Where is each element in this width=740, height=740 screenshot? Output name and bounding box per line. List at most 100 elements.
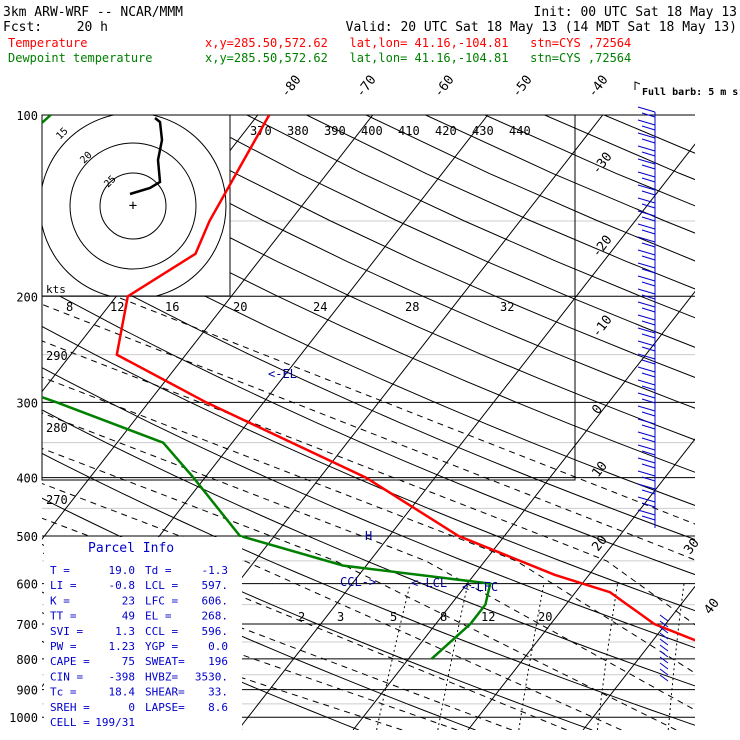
moist-adiabat [42, 612, 403, 730]
isotherm-line [237, 143, 695, 730]
wind-barb-icon [637, 444, 656, 451]
pressure-label: 800 [16, 653, 38, 667]
parcel-info-cell: SVI = [50, 625, 83, 638]
hodograph-box [41, 114, 231, 297]
wind-barb-icon [637, 457, 656, 464]
wind-barb-icon [641, 177, 656, 183]
temperature-profile [115, 115, 695, 642]
wind-barb-icon [641, 424, 656, 430]
wind-barb-icon [637, 197, 656, 204]
isotherm-line [698, 115, 740, 730]
wind-barb-icon [637, 301, 656, 308]
parcel-info-cell: CIN = [50, 670, 83, 683]
wind-barb-icon [641, 515, 656, 521]
temperature-label: Temperature [8, 36, 87, 50]
theta-side-label: 290 [46, 349, 68, 363]
pressure-label: 700 [16, 618, 38, 632]
wind-barb-icon [641, 489, 656, 495]
hodograph-origin-icon: + [129, 198, 137, 214]
barb-legend-text: Full barb: 5 m s⁻¹ [642, 87, 740, 98]
forecast-hour: 20 h [77, 20, 108, 35]
temperature-label: -40 [585, 73, 611, 101]
wind-barb-icon [637, 288, 656, 295]
wind-barb-icon [659, 668, 669, 676]
hodograph-ring-inner [99, 172, 167, 240]
parcel-info-cell: 23 [122, 594, 135, 607]
parcel-info-cell: YGP = [145, 640, 178, 653]
mixing-ratio-lines [376, 583, 685, 730]
parcel-info-cell: 0.0 [208, 640, 228, 653]
dry-adiabat [42, 367, 695, 649]
dry-adiabat [42, 246, 695, 541]
dry-adiabat [42, 285, 695, 576]
wind-barb-icon [659, 638, 669, 646]
parcel-info-cell: 8.6 [208, 701, 228, 714]
wind-barb-icon [659, 650, 669, 658]
parcel-info-title: Parcel Info [88, 541, 174, 556]
parcel-info-cell: CELL = [50, 716, 90, 729]
parcel-info-cell: 75 [122, 655, 135, 668]
mixing-ratio-upper-label: 28 [405, 300, 419, 314]
mixing-ratio-upper-label: 8 [66, 300, 73, 314]
parcel-info-cell: CCL = [145, 625, 178, 638]
theta-label: 400 [361, 124, 383, 138]
wind-barb-icon [637, 132, 656, 139]
isotherm-line [0, 115, 28, 730]
wind-barb-icon [637, 509, 656, 516]
dewpoint-label: Dewpoint temperature [8, 51, 153, 65]
wind-barb-icon [637, 470, 656, 477]
pressure-label: 400 [16, 472, 38, 486]
dry-adiabat [42, 325, 695, 612]
temperature-info: x,y=285.50,572.62 lat,lon= 41.16,-104.81… [205, 36, 631, 50]
parcel-info-cell: PW = [50, 640, 77, 653]
dewpoint-profile [42, 115, 492, 660]
hodograph-trace [129, 117, 164, 196]
parcel-info-cell: Td = [145, 564, 172, 577]
dry-adiabat [544, 115, 695, 181]
dry-adiabat [306, 115, 695, 290]
wind-barb-icon [637, 418, 656, 425]
dewpoint-info: x,y=285.50,572.62 lat,lon= 41.16,-104.81… [205, 51, 631, 65]
wind-barb-icon [641, 138, 656, 144]
parcel-info-cell: 596. [202, 625, 229, 638]
theta-side-label: 280 [46, 421, 68, 435]
moist-adiabat [42, 412, 695, 711]
dry-adiabat [484, 115, 695, 207]
parcel-info-cell: 268. [202, 610, 229, 623]
wind-barb-icon [641, 359, 656, 365]
parcel-info-cell: 606. [202, 594, 229, 607]
wind-barb-icon [641, 346, 656, 352]
model-title: 3km ARW-WRF -- NCAR/MMM [3, 5, 183, 20]
temperature-label: -80 [278, 73, 304, 101]
wind-barb-icon [641, 255, 656, 261]
wind-barb-icon [659, 626, 669, 634]
wind-barb-icon [641, 203, 656, 209]
wind-barb-icon [641, 268, 656, 274]
moist-adiabat [115, 295, 695, 525]
wind-barb-icon [641, 294, 656, 300]
parcel-info-cell: SWEAT= [145, 655, 185, 668]
lcl-marker: <-LCL [411, 576, 447, 590]
moist-adiabat [42, 340, 695, 626]
wind-barb-icon [641, 411, 656, 417]
parcel-info-cell: 33. [208, 686, 228, 699]
parcel-info-cell: Tc = [50, 686, 77, 699]
h-marker: H [365, 529, 372, 543]
moist-adiabat [42, 376, 695, 674]
wind-barb-icon [641, 320, 656, 326]
pressure-label: 900 [16, 684, 38, 698]
mixing-ratio-label: 3 [337, 610, 344, 624]
barb-legend: Full barb: 5 m s⁻¹ [634, 81, 740, 98]
theta-label: 440 [509, 124, 531, 138]
barb-legend-icon [634, 81, 641, 90]
wind-barb-icon [641, 502, 656, 508]
theta-label: 380 [287, 124, 309, 138]
wind-barb-icon [641, 242, 656, 248]
parcel-info-cell: 3530. [195, 670, 228, 683]
parcel-info-cell: -398 [109, 670, 136, 683]
dry-adiabat [604, 115, 695, 154]
parcel-info-cell: -0.8 [109, 579, 136, 592]
mixing-ratio-label: 5 [390, 610, 397, 624]
wind-barb-icon [641, 229, 656, 235]
